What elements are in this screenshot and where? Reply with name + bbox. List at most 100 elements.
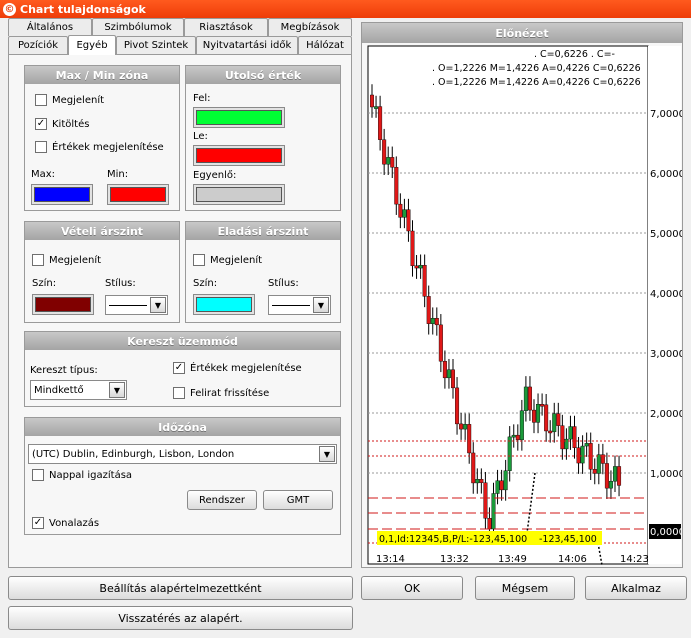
tab-general[interactable]: Általános: [8, 18, 92, 36]
up-color-button[interactable]: [193, 107, 285, 128]
chevron-down-icon[interactable]: ▼: [150, 297, 166, 313]
candle-body: [434, 318, 439, 326]
candle-body: [515, 434, 520, 441]
color-swatch: [196, 187, 282, 202]
tab-opening-hours[interactable]: Nyitvatartási idők: [196, 36, 298, 54]
check-icon: ✓: [35, 118, 47, 130]
chevron-down-icon[interactable]: ▼: [319, 446, 335, 462]
ohlc-info-line: . C=0,6226 . C=-: [534, 49, 615, 60]
sell-show-checkbox[interactable]: Megjelenít: [193, 254, 262, 266]
tab-symbols[interactable]: Szimbólumok: [92, 18, 184, 36]
candle-body: [374, 106, 379, 109]
preview-panel: Előnézet 7,0000 6,0000 5,0000 4,0000 3,0000 2…: [361, 22, 683, 568]
checkbox-box: [35, 94, 47, 106]
ohlc-info-line: . O=1,2226 M=1,4226 A=0,4226 C=0,6226: [432, 77, 641, 88]
candle-body: [467, 424, 472, 454]
y-tick-label: 4,0000: [650, 289, 682, 300]
checkbox-box: [35, 141, 47, 153]
ok-button[interactable]: OK: [361, 576, 463, 600]
gridlines-checkbox[interactable]: ✓ Vonalazás: [32, 517, 100, 529]
title-bar: © Chart tulajdonságok: [0, 0, 691, 18]
candle-body: [390, 157, 395, 168]
x-tick-label: 14:06: [558, 554, 587, 565]
color-swatch: [35, 297, 91, 312]
candle-body: [572, 426, 577, 448]
candle-body: [548, 430, 553, 434]
reset-default-button[interactable]: Visszatérés az alapért.: [8, 606, 353, 630]
min-color-button[interactable]: [107, 184, 169, 205]
max-color-button[interactable]: [31, 184, 93, 205]
tab-network[interactable]: Hálózat: [298, 36, 352, 54]
order-label: -123,45,100: [539, 534, 597, 545]
candle-body: [479, 479, 484, 483]
tab-pivot-levels[interactable]: Pivot Szintek: [116, 36, 196, 54]
equal-color-button[interactable]: [193, 184, 285, 205]
candle-body: [418, 265, 423, 269]
price-axis: [648, 46, 681, 564]
system-button[interactable]: Rendszer: [187, 490, 257, 510]
candle-body: [568, 426, 573, 440]
tab-alerts[interactable]: Riasztások: [184, 18, 268, 36]
color-swatch: [196, 110, 282, 125]
candle-body: [369, 94, 374, 108]
maxmin-values-checkbox[interactable]: Értékek megjelenítése: [35, 141, 164, 153]
chevron-down-icon[interactable]: ▼: [109, 382, 125, 398]
equal-label: Egyenlő:: [193, 170, 237, 181]
candle-body: [507, 436, 512, 471]
candle-body: [580, 445, 585, 464]
y-tick-label: 1,0000: [650, 469, 682, 480]
app-icon: ©: [3, 2, 16, 16]
timezone-select[interactable]: (UTC) Dublin, Edinburgh, Lisbon, London ▼: [28, 444, 337, 464]
candle-body: [527, 386, 532, 411]
candle-body: [612, 466, 617, 482]
candle-body: [523, 386, 528, 411]
gmt-button[interactable]: GMT: [263, 490, 333, 510]
maxmin-fill-checkbox[interactable]: ✓ Kitöltés: [35, 118, 90, 130]
cross-refresh-checkbox[interactable]: Felirat frissítése: [173, 387, 269, 399]
candle-body: [511, 434, 516, 438]
candle-body: [503, 470, 508, 491]
order-label: 0,1,Id:12345,B,P/L:-123,45,100: [379, 534, 527, 545]
tab-orders[interactable]: Megbízások: [268, 18, 352, 36]
tab-positions[interactable]: Pozíciók: [8, 36, 68, 54]
candle-body: [531, 409, 536, 423]
line-style-sample: [109, 304, 147, 306]
set-default-button[interactable]: Beállítás alapértelmezettként: [8, 576, 353, 600]
ohlc-info-line: . O=1,2226 M=1,4226 A=0,4226 C=0,6226: [432, 63, 641, 74]
candle-body: [406, 209, 411, 232]
buy-level-title: Vételi árszint: [25, 222, 179, 240]
chevron-down-icon[interactable]: ▼: [313, 297, 329, 313]
candle-body: [394, 167, 399, 205]
cancel-button[interactable]: Mégsem: [475, 576, 575, 600]
y-tick-label: 2,0000: [650, 409, 682, 420]
y-tick-label: 7,0000: [650, 109, 682, 120]
up-label: Fel:: [193, 93, 211, 104]
candle-body: [536, 404, 541, 423]
sell-color-button[interactable]: [193, 294, 255, 315]
sell-color-label: Szín:: [193, 278, 218, 289]
cross-values-checkbox[interactable]: ✓ Értékek megjelenítése: [173, 362, 302, 374]
buy-show-checkbox[interactable]: Megjelenít: [32, 254, 101, 266]
maxmin-show-checkbox[interactable]: Megjelenít: [35, 94, 104, 106]
preview-title: Előnézet: [362, 23, 682, 43]
candle-body: [455, 387, 460, 425]
down-color-button[interactable]: [193, 145, 285, 166]
cross-type-select[interactable]: Mindkettő ▼: [30, 380, 127, 400]
buy-color-label: Szín:: [32, 278, 57, 289]
candle-body: [483, 482, 488, 519]
candle-body: [402, 209, 407, 218]
tab-other[interactable]: Egyéb: [68, 35, 116, 55]
candle-body: [519, 410, 524, 441]
buy-color-button[interactable]: [32, 294, 94, 315]
cross-mode-group: Kereszt üzemmód Kereszt típus: Mindkettő…: [24, 331, 341, 407]
color-swatch: [110, 187, 166, 202]
color-swatch: [34, 187, 90, 202]
checkbox-box: [193, 254, 205, 266]
sell-style-label: Stílus:: [268, 278, 299, 289]
plot-area: [367, 45, 649, 565]
buy-style-select[interactable]: ▼: [105, 295, 168, 315]
apply-button[interactable]: Alkalmaz: [585, 576, 687, 600]
sell-style-select[interactable]: ▼: [268, 295, 331, 315]
dst-checkbox[interactable]: Nappal igazítása: [32, 469, 132, 481]
candle-body: [495, 480, 500, 494]
